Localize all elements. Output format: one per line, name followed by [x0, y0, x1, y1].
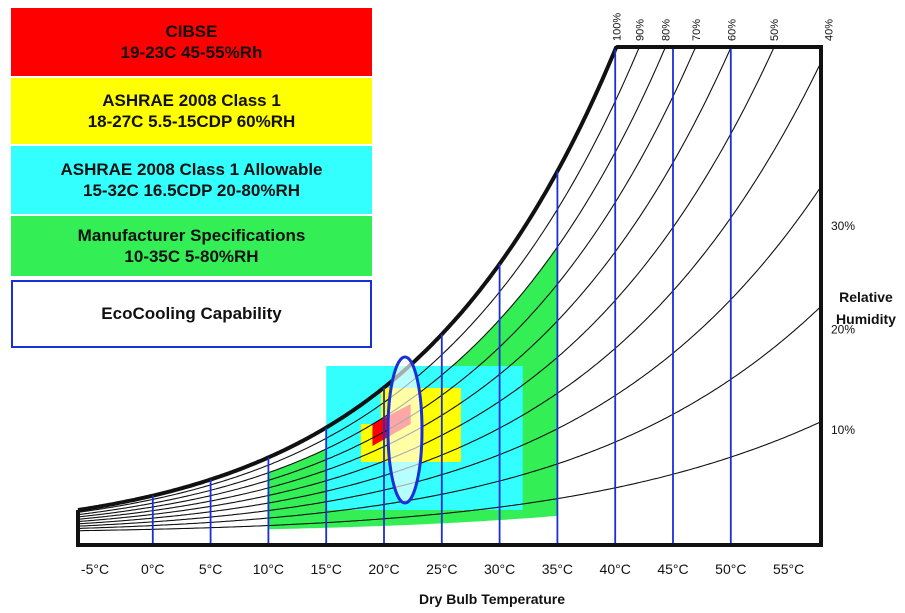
legend-manufacturer-title: Manufacturer Specifications: [77, 225, 306, 245]
x-tick-label: 5°C: [199, 561, 223, 577]
rh-curve-80: [77, 46, 667, 516]
legend-ashrae-allowable: ASHRAE 2008 Class 1 Allowable 15-32C 16.…: [11, 146, 372, 214]
rh-top-label: 80%: [660, 19, 672, 41]
rh-side-label: 30%: [831, 219, 855, 233]
legend-ashrae-allowable-range: 15-32C 16.5CDP 20-80%RH: [82, 181, 301, 200]
rh-top-label: 100%: [611, 13, 623, 41]
ecocooling-ellipse-shape: [386, 355, 424, 505]
x-tick-label: 30°C: [484, 561, 515, 577]
x-tick-label: 35°C: [542, 561, 573, 577]
rh-curve-50: [77, 46, 777, 523]
rh-curve-30: [77, 187, 821, 527]
chart-frame: [76, 45, 823, 547]
comfort-regions: [268, 246, 558, 530]
temperature-gridlines: [151, 47, 732, 545]
legend-ecocooling-title: EcoCooling Capability: [101, 304, 282, 324]
legend-ashrae-class1: ASHRAE 2008 Class 1 18-27C 5.5-15CDP 60%…: [11, 78, 372, 144]
rh-top-label: 40%: [823, 19, 835, 41]
x-tick-label: 10°C: [253, 561, 284, 577]
x-tick-label: 25°C: [426, 561, 457, 577]
rh-curve-10: [78, 421, 821, 532]
rh-top-label: 50%: [769, 19, 781, 41]
legend-manufacturer-range: 10-35C 5-80%RH: [124, 247, 259, 266]
x-tick-label: 45°C: [657, 561, 688, 577]
rh-axis-title-line1: Relative: [839, 289, 893, 305]
rh-curve-40: [77, 64, 821, 525]
x-tick-label: 55°C: [773, 561, 804, 577]
x-tick-label: 0°C: [141, 561, 165, 577]
rh-top-label: 70%: [691, 19, 703, 41]
rh-curve-20: [78, 306, 821, 529]
rh-top-label: 60%: [726, 19, 738, 41]
rh-side-label: 10%: [831, 423, 855, 437]
legend-ashrae-class1-range: 18-27C 5.5-15CDP 60%RH: [87, 112, 296, 131]
rh-curve-90: [77, 46, 641, 513]
x-tick-label: 40°C: [600, 561, 631, 577]
x-tick-label: 15°C: [311, 561, 342, 577]
legend-cibse: CIBSE 19-23C 45-55%Rh: [11, 8, 372, 76]
rh-curve-100: [77, 45, 619, 512]
legend-ashrae-allowable-title: ASHRAE 2008 Class 1 Allowable: [60, 159, 323, 179]
x-axis-ticks: -5°C 0°C 5°C 10°C 15°C 20°C 25°C 30°C 35°C 40°C 45…: [81, 561, 804, 577]
ecocooling-ellipse: [386, 355, 424, 505]
legend-cibse-range: 19-23C 45-55%Rh: [120, 43, 263, 62]
x-axis-title: Dry Bulb Temperature: [419, 591, 565, 607]
rh-side-label: 20%: [831, 322, 855, 336]
frame-outline: [76, 45, 823, 547]
legend-ashrae-class1-title: ASHRAE 2008 Class 1: [102, 90, 281, 110]
rh-top-label: 90%: [634, 19, 646, 41]
legend-manufacturer: Manufacturer Specifications 10-35C 5-80%…: [11, 216, 372, 276]
rh-axis-title-line2: Humidity: [836, 311, 896, 327]
legend-ecocooling: EcoCooling Capability: [11, 280, 372, 348]
rh-labels: 100% 90% 80% 70% 60% 50% 40% 30% 20% 10%: [611, 13, 855, 437]
x-tick-label: 20°C: [368, 561, 399, 577]
x-tick-label: 50°C: [715, 561, 746, 577]
legend-cibse-title: CIBSE: [165, 21, 218, 41]
x-tick-label: -5°C: [81, 561, 109, 577]
